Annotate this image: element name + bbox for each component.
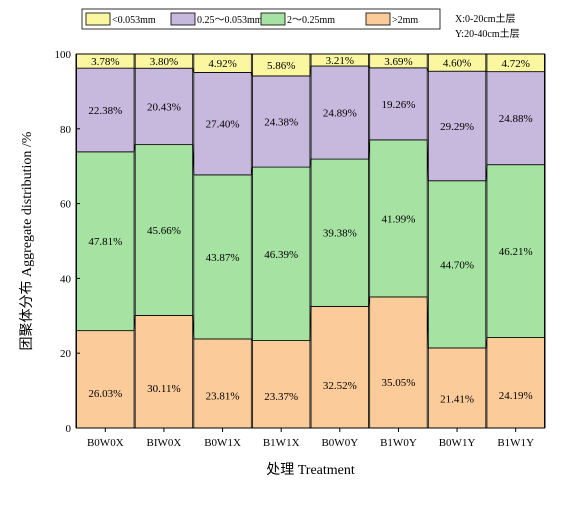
data-label: 29.29% <box>440 121 474 133</box>
data-label: 39.38% <box>323 228 357 240</box>
y-tick-label: 100 <box>55 49 72 61</box>
data-label: 3.80% <box>150 56 178 68</box>
data-label: 4.72% <box>501 58 529 70</box>
data-label: 23.37% <box>264 391 298 403</box>
legend-swatch <box>86 13 110 25</box>
x-tick-label: B1W0Y <box>380 437 417 449</box>
data-label: 5.86% <box>267 60 295 72</box>
data-label: 30.11% <box>147 383 181 395</box>
data-label: 41.99% <box>381 213 415 225</box>
legend-swatch <box>366 13 390 25</box>
y-tick-label: 0 <box>66 423 72 435</box>
data-label: 19.26% <box>381 99 415 111</box>
data-label: 24.89% <box>323 108 357 120</box>
depth-note: X:0-20cm土层 <box>455 12 516 25</box>
data-label: 24.19% <box>499 390 533 402</box>
data-label: 21.41% <box>440 393 474 405</box>
bar-segment <box>487 338 545 428</box>
y-tick-label: 60 <box>60 199 72 211</box>
data-label: 47.81% <box>88 236 122 248</box>
x-tick-label: B0W0Y <box>321 437 358 449</box>
x-tick-label: B0W1X <box>204 437 241 449</box>
bar-segment <box>370 297 428 428</box>
data-label: 3.78% <box>91 56 119 68</box>
data-label: 32.52% <box>323 380 357 392</box>
bar-segment <box>77 331 135 428</box>
data-label: 4.92% <box>208 58 236 70</box>
data-label: 35.05% <box>381 377 415 389</box>
x-axis-title: 处理 Treatment <box>266 462 355 478</box>
data-label: 24.38% <box>264 117 298 129</box>
legend-label: 0.25～0.053mm <box>197 15 263 26</box>
data-label: 26.03% <box>88 388 122 400</box>
data-label: 46.39% <box>264 249 298 261</box>
data-label: 24.88% <box>499 113 533 125</box>
x-tick-label: BIW0X <box>147 437 182 449</box>
legend-label: 2～0.25mm <box>287 15 335 26</box>
bar-segment <box>428 348 486 428</box>
bar-segment <box>311 306 369 428</box>
y-tick-label: 40 <box>60 273 72 285</box>
annotations: X:0-20cm土层 Y:20-40cm土层 <box>455 12 520 40</box>
x-tick-label: B1W1Y <box>497 437 534 449</box>
y-tick-label: 80 <box>60 124 72 136</box>
x-tick-label: B1W1X <box>263 437 300 449</box>
y-tick-label: 20 <box>60 348 72 360</box>
depth-note: Y:20-40cm土层 <box>455 27 520 40</box>
data-label: 3.69% <box>384 56 412 68</box>
legend-label: <0.053mm <box>112 15 156 26</box>
data-label: 45.66% <box>147 225 181 237</box>
legend-label: >2mm <box>392 15 418 26</box>
y-axis-title: 团聚体分布 Aggregate distribution /% <box>19 131 35 350</box>
data-label: 43.87% <box>206 252 240 264</box>
data-label: 46.21% <box>499 246 533 258</box>
data-label: 23.81% <box>206 391 240 403</box>
x-tick-label: B0W0X <box>87 437 124 449</box>
data-label: 27.40% <box>206 119 240 131</box>
bar-segment <box>194 339 252 428</box>
data-label: 3.21% <box>326 55 354 67</box>
legend: <0.053mm 0.25～0.053mm 2～0.25mm >2mm <box>82 9 440 29</box>
x-tick-label: B0W1Y <box>439 437 476 449</box>
data-label: 22.38% <box>88 105 122 117</box>
data-label: 20.43% <box>147 101 181 113</box>
bar-segment <box>135 315 193 428</box>
data-label: 4.60% <box>443 58 471 70</box>
bar-segment <box>252 341 310 428</box>
legend-swatch <box>171 13 195 25</box>
legend-swatch <box>261 13 285 25</box>
data-label: 44.70% <box>440 259 474 271</box>
